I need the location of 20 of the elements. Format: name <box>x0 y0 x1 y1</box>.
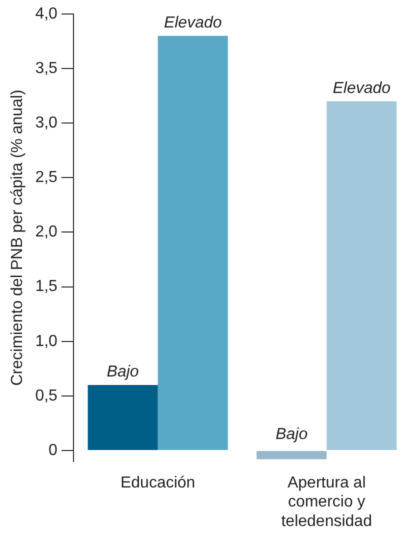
bar <box>88 385 158 450</box>
text: Bajo <box>276 426 308 443</box>
y-tick-label: 3,0 <box>35 114 58 132</box>
bar <box>256 450 327 460</box>
bar <box>158 36 228 450</box>
y-tick-label: 2,5 <box>35 169 58 186</box>
y-tick-label: 1,0 <box>35 332 58 350</box>
x-tick-label: Apertura al comercio y teledensidad <box>281 474 372 530</box>
y-tick-label: 4,0 <box>35 5 58 22</box>
series-label: Elevado <box>164 14 222 32</box>
y-tick-label: 2,0 <box>35 224 58 241</box>
y-tick-label: 0,5 <box>35 387 58 404</box>
y-tick-label: 0 <box>48 442 58 459</box>
x-tick-label: Educación <box>120 474 196 492</box>
text: Elevado <box>332 80 391 97</box>
series-label: Bajo <box>106 363 139 380</box>
bar <box>326 101 397 450</box>
y-axis-title: Crecimiento del PNB per cápita (% anual) <box>9 90 26 386</box>
y-tick-label: 3,5 <box>35 60 58 77</box>
y-tick-label: 1,5 <box>35 278 58 296</box>
